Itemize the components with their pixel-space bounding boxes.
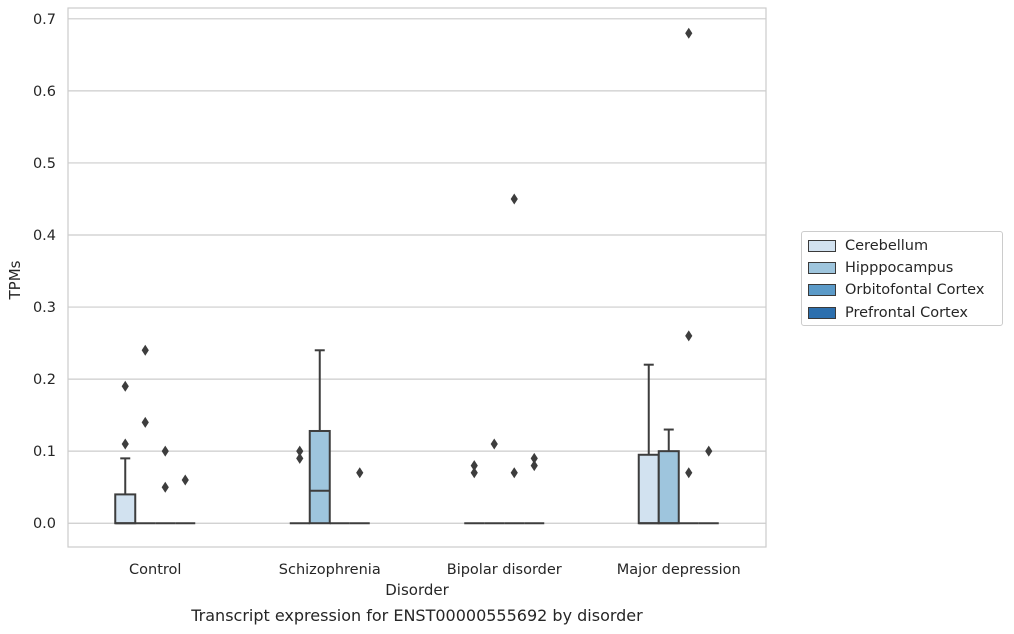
box-cerebellum-bipolar-disorder <box>464 460 485 525</box>
legend-swatch-orbitofrontal-cortex <box>808 284 836 296</box>
x-tick-label-major-depression: Major depression <box>617 562 741 578</box>
y-tick-labels: 0.0 0.1 0.2 0.3 0.4 0.5 0.6 0.7 <box>33 12 56 532</box>
x-axis-label: Disorder <box>385 581 449 599</box>
outlier-point <box>141 416 149 428</box>
outlier-point <box>510 193 518 205</box>
outlier-point <box>685 330 693 342</box>
box-cerebellum-control <box>114 380 137 525</box>
outlier-point <box>685 467 693 479</box>
outlier-point <box>510 467 518 479</box>
outlier-point <box>121 438 129 450</box>
box-plot-area <box>114 27 719 525</box>
outlier-point <box>356 467 364 479</box>
y-tick-label: 0.5 <box>33 156 56 172</box>
box-orbitofontal-cortex-major-depression <box>678 27 699 525</box>
legend-swatch-hippocampus <box>808 262 836 274</box>
y-axis-label: TPMs <box>6 260 24 300</box>
legend-label-hippocampus: Hipppocampus <box>845 260 954 276</box>
legend-item-prefrontal-cortex: Prefrontal Cortex <box>808 304 968 322</box>
box-orbitofontal-cortex-control <box>155 445 176 525</box>
legend-swatch-cerebellum <box>808 240 836 252</box>
box-hipppocampus-control <box>135 344 156 525</box>
x-tick-labels: Control Schizophrenia Bipolar disorder Majo… <box>129 562 741 578</box>
outlier-point <box>530 452 538 464</box>
outlier-point <box>181 474 189 486</box>
legend-swatch-prefrontal-cortex <box>808 307 836 319</box>
box-prefrontal-cortex-major-depression <box>698 445 719 525</box>
legend-item-orbitofrontal-cortex: Orbitofontal Cortex <box>808 281 984 299</box>
legend-item-cerebellum: Cerebellum <box>808 237 928 255</box>
outlier-point <box>161 445 169 457</box>
box-prefrontal-cortex-control <box>175 474 196 525</box>
x-tick-label-schizophrenia: Schizophrenia <box>279 562 381 578</box>
outlier-point <box>685 27 693 39</box>
box-cerebellum-major-depression <box>637 363 660 525</box>
legend: Cerebellum Hipppocampus Orbitofontal Cor… <box>801 231 1003 326</box>
box-iqr <box>657 450 680 525</box>
outlier-point <box>530 460 538 472</box>
outlier-point <box>161 481 169 493</box>
x-tick-label-bipolar-disorder: Bipolar disorder <box>447 562 562 578</box>
gridlines <box>68 18 766 524</box>
outlier-point <box>121 380 129 392</box>
outlier-point <box>141 344 149 356</box>
outlier-point <box>296 452 304 464</box>
outlier-point <box>490 438 498 450</box>
outlier-point <box>705 445 713 457</box>
box-orbitofontal-cortex-bipolar-disorder <box>504 193 525 525</box>
legend-item-hippocampus: Hipppocampus <box>808 259 953 277</box>
outlier-point <box>470 467 478 479</box>
box-iqr <box>637 453 660 525</box>
box-hipppocampus-bipolar-disorder <box>484 438 505 525</box>
legend-label-prefrontal-cortex: Prefrontal Cortex <box>845 305 968 321</box>
chart-caption: Transcript expression for ENST0000055569… <box>191 606 643 625</box>
box-hipppocampus-major-depression <box>657 428 680 525</box>
box-iqr <box>114 493 137 525</box>
box-cerebellum-schizophrenia <box>289 445 310 525</box>
y-tick-label: 0.2 <box>33 372 56 388</box>
y-tick-label: 0.1 <box>33 444 56 460</box>
plot-area-frame <box>67 7 767 548</box>
y-tick-label: 0.6 <box>33 84 56 100</box>
outlier-point <box>470 460 478 472</box>
box-iqr <box>308 429 331 525</box>
y-tick-label: 0.0 <box>33 516 56 532</box>
legend-label-cerebellum: Cerebellum <box>845 238 929 254</box>
y-tick-label: 0.7 <box>33 12 56 28</box>
box-prefrontal-cortex-bipolar-disorder <box>524 452 545 525</box>
legend-label-orbitofrontal-cortex: Orbitofontal Cortex <box>845 282 985 298</box>
box-hipppocampus-schizophrenia <box>308 349 331 525</box>
box-prefrontal-cortex-schizophrenia <box>349 467 370 525</box>
outlier-point <box>296 445 304 457</box>
x-tick-label-control: Control <box>129 562 181 578</box>
y-tick-label: 0.4 <box>33 228 56 244</box>
y-tick-label: 0.3 <box>33 300 56 316</box>
